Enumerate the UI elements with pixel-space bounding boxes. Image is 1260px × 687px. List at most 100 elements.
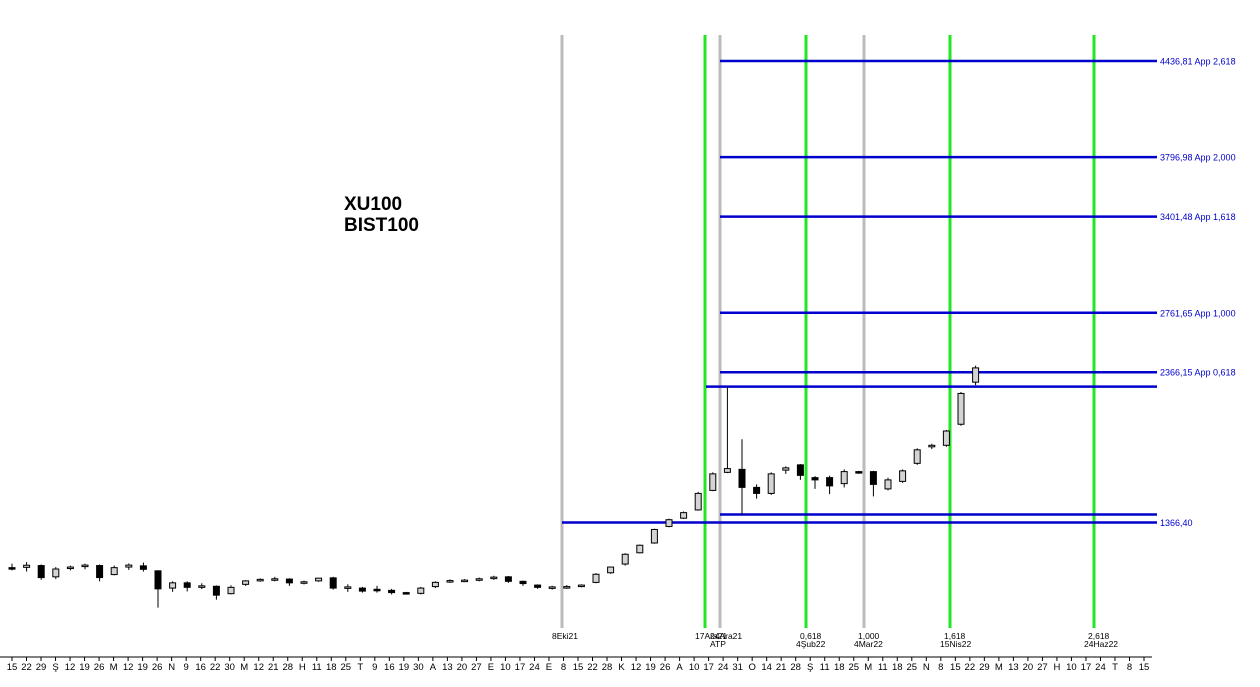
time-line-ratio: 0,618: [800, 631, 822, 641]
candle-body: [154, 570, 162, 590]
candle-body: [548, 586, 556, 589]
date-tick-label: 15: [7, 662, 18, 673]
time-line-ratio: 1,618: [944, 631, 966, 641]
candle-body: [855, 471, 863, 474]
date-tick-label: 29: [979, 662, 990, 673]
candle-body: [504, 576, 512, 582]
date-tick-label: 20: [457, 662, 468, 673]
candle-body: [373, 588, 381, 592]
date-tick-label: 8: [561, 662, 566, 673]
date-tick-label: 28: [790, 662, 801, 673]
candle-body: [212, 585, 220, 596]
candle-body: [183, 582, 191, 588]
date-tick-label: 14: [761, 662, 772, 673]
date-tick-label: 26: [94, 662, 105, 673]
date-tick-label: T: [357, 662, 363, 673]
date-tick-label: H: [1053, 662, 1060, 673]
candle-body: [607, 566, 615, 574]
time-line-date: 24Haz22: [1084, 639, 1118, 649]
candle-body: [811, 477, 819, 481]
candle-body: [519, 580, 527, 585]
candle-body: [942, 430, 950, 446]
candle-body: [431, 581, 439, 588]
candle-body: [869, 471, 877, 485]
time-line-date: 8Eki21: [552, 631, 578, 641]
candle-body: [782, 467, 790, 471]
date-tick-label: 18: [892, 662, 903, 673]
candle-body: [23, 564, 31, 568]
date-tick-label: 15: [950, 662, 961, 673]
date-tick-label: 30: [413, 662, 424, 673]
candle-body: [344, 586, 352, 589]
candle-body: [169, 582, 177, 589]
date-tick-label: 27: [1037, 662, 1048, 673]
date-tick-label: 8: [1127, 662, 1132, 673]
chart-title-line-2: BIST100: [344, 215, 419, 236]
candle-body: [461, 579, 469, 583]
candle-body: [621, 553, 629, 565]
candle-body: [227, 586, 235, 595]
date-tick-label: M: [864, 662, 872, 673]
candle-body: [577, 584, 585, 588]
date-tick-label: 24: [529, 662, 540, 673]
date-tick-label: O: [748, 662, 755, 673]
date-tick-label: 8: [938, 662, 943, 673]
candle-body: [767, 473, 775, 494]
candle-body: [285, 578, 293, 584]
candle-body: [81, 564, 89, 568]
date-tick-label: 25: [907, 662, 918, 673]
candle-body: [723, 468, 731, 473]
date-tick-label: 11: [878, 662, 888, 673]
candle-body: [139, 565, 147, 570]
date-tick-label: E: [488, 662, 494, 673]
candle-body: [300, 581, 308, 584]
time-line-date: 24Ara21: [710, 631, 742, 641]
date-tick-label: 9: [184, 662, 189, 673]
time-line-ratio: 2,618: [1088, 631, 1110, 641]
candle-body: [315, 577, 323, 582]
date-tick-label: T: [1112, 662, 1118, 673]
candle-body: [665, 519, 673, 527]
date-tick-label: 11: [312, 662, 322, 673]
chart-title-line-1: XU100: [344, 194, 402, 215]
candle-body: [694, 492, 702, 511]
time-line-date: 15Nis22: [940, 639, 971, 649]
date-tick-label: 19: [79, 662, 90, 673]
price-level-label: 3796,98 App 2,000: [1160, 153, 1236, 163]
candle-body: [242, 580, 250, 585]
date-tick-label: Ş: [807, 662, 813, 673]
date-tick-label: 12: [123, 662, 134, 673]
time-line-date: 4Mar22: [854, 639, 883, 649]
price-level-label: 2761,65 App 1,000: [1160, 308, 1236, 318]
candle-body: [957, 392, 965, 425]
atp-label: ATP: [710, 639, 726, 649]
date-tick-label: 24: [1095, 662, 1106, 673]
date-tick-label: A: [676, 662, 683, 673]
date-tick-label: N: [168, 662, 175, 673]
date-tick-label: 30: [224, 662, 235, 673]
date-tick-label: 25: [341, 662, 352, 673]
date-tick-label: 10: [689, 662, 700, 673]
date-tick-label: 17: [703, 662, 714, 673]
candle-body: [884, 479, 892, 490]
candle-body: [534, 584, 542, 588]
date-tick-label: M: [110, 662, 118, 673]
date-tick-label: 13: [1008, 662, 1019, 673]
date-tick-label: 18: [834, 662, 845, 673]
candle-body: [37, 565, 45, 579]
candle-body: [96, 565, 104, 579]
date-tick-label: E: [546, 662, 552, 673]
date-tick-label: 20: [1023, 662, 1034, 673]
date-tick-label: 9: [372, 662, 377, 673]
price-level-label: 4436,81 App 2,618: [1160, 57, 1236, 67]
candle-body: [52, 568, 60, 578]
candle-body: [446, 580, 454, 583]
date-tick-label: 12: [631, 662, 642, 673]
date-tick-label: A: [430, 662, 437, 673]
date-tick-label: 22: [965, 662, 976, 673]
candle-body: [271, 578, 279, 581]
date-tick-label: H: [299, 662, 306, 673]
date-tick-label: 16: [384, 662, 395, 673]
candle-body: [402, 592, 410, 595]
